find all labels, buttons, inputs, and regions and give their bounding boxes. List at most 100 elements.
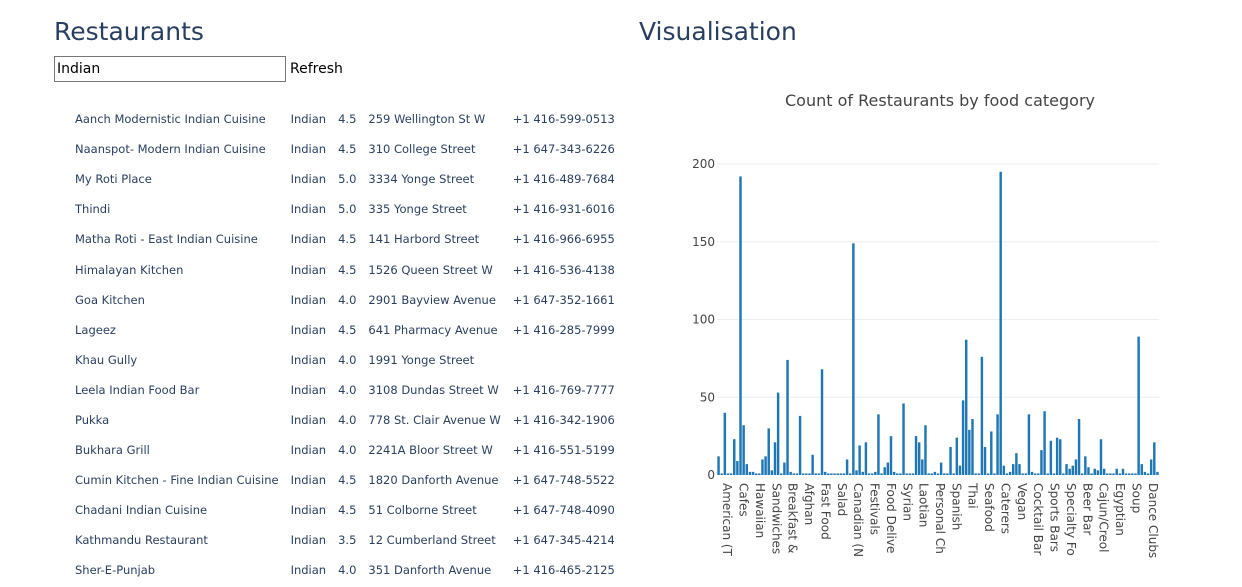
chart-bar: [770, 470, 774, 475]
chart-bar: [1059, 439, 1062, 475]
chart-bar: [870, 473, 874, 475]
chart-bar: [811, 454, 814, 475]
x-tick-label: Vegan: [1015, 483, 1029, 520]
chart-bar: [830, 473, 833, 475]
restaurant-category: Indian: [290, 112, 327, 127]
restaurant-name: Leela Indian Food Bar: [75, 382, 200, 397]
chart-bar: [899, 473, 902, 475]
chart-bar: [1021, 473, 1024, 475]
chart-bar: [736, 461, 739, 475]
x-tick-label: Caterers: [999, 483, 1013, 534]
x-tick-label: Beer Bar: [1080, 483, 1094, 535]
restaurant-address: 778 St. Clair Avenue W: [368, 412, 501, 427]
restaurant-name: Chadani Indian Cuisine: [75, 503, 208, 518]
x-tick-label: Personal Ch: [933, 483, 947, 554]
table-row: Cumin Kitchen - Fine Indian Cuisine India…: [69, 465, 614, 495]
chart-bar: [983, 447, 987, 475]
restaurant-name: Khau Gully: [75, 352, 138, 367]
chart-bar: [958, 465, 962, 475]
x-tick-label: Dance Clubs: [1146, 483, 1160, 558]
restaurant-rating: 5.0: [338, 202, 357, 217]
chart-bar: [786, 359, 789, 475]
x-tick-label: Fast Food: [818, 483, 832, 540]
category-bar-chart[interactable]: Count of Restaurants by food category 0 50…: [639, 0, 1199, 587]
chart-bar: [986, 473, 990, 475]
chart-bar: [820, 369, 824, 475]
y-tick-label: 100: [692, 313, 715, 327]
restaurant-phone: +1 647-343-6226: [512, 142, 614, 157]
restaurant-rating: 4.0: [338, 352, 357, 367]
chart-bar: [955, 437, 959, 475]
restaurant-address: 335 Yonge Street: [368, 202, 467, 217]
chart-bar: [823, 471, 827, 475]
restaurant-phone: +1 647-352-1661: [512, 292, 614, 307]
refresh-button[interactable]: Refresh: [286, 61, 343, 77]
visualisation-panel: Visualisation Count of Restaurants by fo…: [639, 0, 1199, 587]
restaurant-phone: +1 416-465-2125: [512, 563, 614, 578]
restaurant-address: 2901 Bayview Avenue: [368, 292, 496, 307]
chart-bar: [1040, 450, 1043, 475]
search-row: Refresh: [54, 56, 343, 82]
table-row: Thindi Indian 5.0 335 Yonge Street +1 416-93…: [69, 194, 614, 224]
restaurant-rating: 4.0: [338, 443, 357, 458]
table-row: Aanch Modernistic Indian Cuisine Indian 4.…: [69, 104, 614, 134]
chart-bar: [814, 473, 817, 475]
restaurants-title: Restaurants: [54, 17, 204, 46]
restaurant-address: 3334 Yonge Street: [368, 172, 475, 187]
restaurant-phone: +1 416-285-7999: [512, 322, 614, 337]
restaurant-phone: +1 416-551-5199: [512, 443, 614, 458]
restaurant-rating: 4.5: [338, 262, 357, 277]
chart-bar: [1030, 471, 1034, 475]
restaurant-phone: +1 416-966-6955: [512, 232, 614, 247]
chart-bar: [917, 442, 921, 475]
table-row: Khau Gully Indian 4.0 1991 Yonge Street: [69, 345, 614, 375]
table-row: Leela Indian Food Bar Indian 4.0 3108 Dunda…: [69, 375, 614, 405]
restaurant-name: Pukka: [75, 412, 110, 427]
restaurant-name: Thindi: [75, 202, 111, 217]
chart-bar: [1065, 464, 1068, 475]
restaurant-rating: 5.0: [338, 172, 357, 187]
restaurant-phone: [507, 345, 614, 375]
chart-bar: [842, 473, 846, 475]
search-input[interactable]: [54, 56, 286, 82]
restaurant-phone: +1 416-931-6016: [512, 202, 614, 217]
restaurant-category: Indian: [290, 473, 327, 488]
chart-bar: [968, 429, 971, 475]
restaurant-address: 641 Pharmacy Avenue: [368, 322, 498, 337]
chart-bar: [1093, 468, 1096, 475]
table-row: Goa Kitchen Indian 4.0 2901 Bayview Avenue +…: [69, 285, 614, 315]
chart-bar: [745, 464, 749, 475]
restaurant-address: 1991 Yonge Street: [368, 352, 475, 367]
chart-bar: [877, 414, 880, 475]
chart-bar: [754, 473, 758, 475]
chart-bar: [905, 473, 908, 475]
chart-bar: [1005, 473, 1009, 475]
x-tick-label: Thai: [966, 482, 980, 509]
chart-bar: [1146, 473, 1150, 475]
chart-bar: [1153, 442, 1156, 475]
restaurant-category: Indian: [290, 322, 327, 337]
y-tick-label: 150: [692, 235, 715, 249]
restaurant-name: Sher-E-Punjab: [75, 563, 156, 578]
table-row: Sher-E-Punjab Indian 4.0 351 Danforth Avenu…: [69, 555, 614, 585]
restaurant-name: Aanch Modernistic Indian Cuisine: [75, 112, 266, 127]
chart-bar: [880, 473, 883, 475]
chart-bar: [739, 176, 742, 475]
chart-bar: [1077, 419, 1081, 475]
table-row: My Roti Place Indian 5.0 3334 Yonge Street +…: [69, 164, 614, 194]
x-tick-label: Specialty Fo: [1064, 483, 1078, 556]
table-row: Naanspot- Modern Indian Cuisine Indian 4.5…: [69, 134, 614, 164]
restaurant-address: 1526 Queen Street W: [368, 262, 493, 277]
chart-bar: [1115, 468, 1118, 475]
restaurant-address: 2241A Bloor Street W: [368, 443, 493, 458]
chart-bar: [764, 456, 767, 475]
chart-bar: [839, 473, 843, 475]
chart-bar: [833, 473, 836, 475]
chart-bar: [990, 431, 993, 475]
x-tick-label: Cocktail Bar: [1031, 483, 1045, 555]
chart-bar: [902, 403, 905, 475]
x-tick-label: Cajun/Creol: [1097, 483, 1111, 552]
y-tick-label: 50: [700, 390, 715, 404]
chart-bar: [1128, 473, 1131, 475]
restaurants-panel: Restaurants Refresh Aanch Modernistic In…: [54, 0, 614, 587]
